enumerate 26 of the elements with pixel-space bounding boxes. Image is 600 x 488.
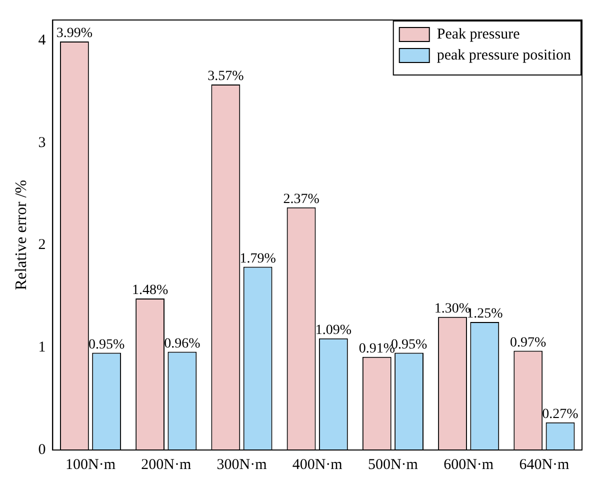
data-label: 0.96% [164,336,201,352]
data-label: 1.09% [315,323,352,338]
x-tick-label: 300N·m [216,456,268,473]
x-tick-label: 200N·m [141,456,192,473]
data-label: 0.27% [542,407,579,422]
y-tick-label: 2 [38,237,46,254]
x-tick-label: 500N·m [368,456,418,473]
data-label: 0.95% [88,337,125,352]
y-tick-label: 4 [38,32,46,48]
data-label: 3.99% [56,26,93,42]
x-tick-label: 100N·m [66,456,116,473]
legend-label: Peak pressure [436,26,520,42]
y-tick-label: 3 [38,134,46,151]
data-label: 0.97% [510,335,547,350]
legend-label: peak pressure position [436,47,572,64]
y-tick-label: 0 [38,442,46,458]
data-label: 2.37% [283,192,320,208]
x-tick-label: 640N·m [519,456,570,473]
data-label: 1.30% [434,302,471,317]
y-axis-title: Relative error /% [12,180,30,290]
data-label: 1.48% [132,283,168,298]
x-tick-label: 600N·m [444,456,494,473]
x-tick-label: 400N·m [292,456,343,473]
data-label: 1.79% [240,251,276,266]
y-tick-label: 1 [38,340,46,356]
data-label: 3.57% [208,69,244,84]
